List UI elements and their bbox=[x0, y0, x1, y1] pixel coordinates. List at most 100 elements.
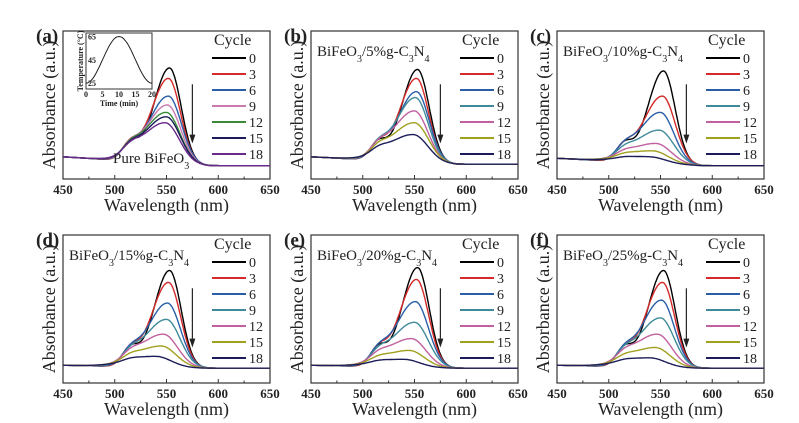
x-tick-label: 600 bbox=[703, 386, 723, 401]
legend-label: 9 bbox=[497, 304, 504, 319]
x-tick-label: 450 bbox=[547, 386, 567, 401]
title-subscript: 3 bbox=[662, 258, 667, 269]
panel-title: BiFeO3/25%g-C3N4 bbox=[563, 248, 683, 269]
y-axis-label: Absorbance (a.u.) bbox=[287, 245, 308, 373]
panel-label: (e) bbox=[284, 230, 305, 251]
x-axis-label: Wavelength (nm) bbox=[352, 195, 477, 216]
x-axis-label: Wavelength (nm) bbox=[104, 399, 229, 420]
arrow-head-icon bbox=[189, 134, 196, 144]
legend-label: 15 bbox=[743, 132, 757, 147]
panel-label: (b) bbox=[284, 26, 307, 47]
legend-label: 6 bbox=[743, 288, 750, 303]
x-tick-label: 450 bbox=[301, 182, 321, 197]
legend-label: 6 bbox=[249, 84, 256, 99]
series-line-cycle-18 bbox=[311, 358, 518, 369]
x-tick-label: 500 bbox=[353, 386, 373, 401]
x-tick-label: 650 bbox=[754, 182, 774, 197]
title-subscript: 3 bbox=[357, 258, 362, 269]
x-tick-label: 500 bbox=[599, 182, 619, 197]
inset-y-tick-label: 45 bbox=[88, 56, 96, 65]
title-subscript: 3 bbox=[357, 54, 362, 65]
x-axis-label: Wavelength (nm) bbox=[104, 195, 229, 216]
title-subscript: 4 bbox=[678, 258, 683, 269]
panel-label: (f) bbox=[530, 230, 549, 251]
title-text: /20%g-C bbox=[362, 248, 416, 264]
x-tick-label: 450 bbox=[301, 386, 321, 401]
y-axis-label: Absorbance (a.u.) bbox=[533, 245, 554, 373]
title-subscript: 3 bbox=[416, 258, 421, 269]
legend-title: Cycle bbox=[214, 32, 251, 49]
title-text: /5%g-C bbox=[362, 44, 409, 60]
inset-y-tick-label: 25 bbox=[88, 79, 96, 88]
x-tick-label: 600 bbox=[457, 182, 477, 197]
legend-label: 6 bbox=[497, 84, 504, 99]
legend-label: 0 bbox=[497, 52, 504, 67]
x-tick-label: 550 bbox=[651, 182, 671, 197]
x-tick-label: 650 bbox=[260, 386, 280, 401]
legend-label: 9 bbox=[249, 100, 256, 115]
legend-label: 9 bbox=[497, 100, 504, 115]
x-axis-label: Wavelength (nm) bbox=[598, 399, 723, 420]
x-tick-label: 500 bbox=[353, 182, 373, 197]
panel-label: (c) bbox=[530, 26, 551, 47]
inset-frame bbox=[85, 32, 153, 90]
arrow-head-icon bbox=[189, 338, 196, 348]
title-text: BiFeO bbox=[563, 44, 603, 60]
legend-label: 0 bbox=[743, 52, 750, 67]
legend-label: 15 bbox=[249, 132, 263, 147]
panel-c: 450 500 550 600 650 Wavelength (nm) Absorbance… bbox=[530, 26, 774, 216]
y-axis-label: Absorbance (a.u.) bbox=[287, 41, 308, 169]
title-text: /15%g-C bbox=[114, 248, 168, 264]
series-line-cycle-18 bbox=[557, 357, 764, 369]
legend-label: 15 bbox=[497, 336, 511, 351]
series-line-cycle-12 bbox=[556, 333, 764, 369]
x-tick-label: 550 bbox=[405, 182, 425, 197]
x-tick-label: 500 bbox=[105, 386, 125, 401]
panel-label: (d) bbox=[36, 230, 59, 251]
panel-d: 450 500 550 600 650 Wavelength (nm) Absorbance… bbox=[36, 230, 280, 420]
title-subscript: 4 bbox=[184, 258, 189, 269]
legend-title: Cycle bbox=[214, 236, 251, 253]
panel-f: 450 500 550 600 650 Wavelength (nm) Absorbance… bbox=[530, 230, 774, 420]
series-line-cycle-0 bbox=[310, 266, 518, 369]
y-axis-label: Absorbance (a.u.) bbox=[533, 41, 554, 169]
panel-title: Pure BiFeO3 bbox=[113, 151, 189, 172]
series-line-cycle-18 bbox=[557, 155, 764, 167]
legend-label: 12 bbox=[743, 320, 757, 335]
panel-title: BiFeO3/15%g-C3N4 bbox=[69, 248, 189, 269]
title-subscript: 3 bbox=[409, 54, 414, 65]
inset-x-tick-label: 5 bbox=[101, 90, 105, 99]
title-text: /25%g-C bbox=[608, 248, 662, 264]
x-tick-label: 450 bbox=[547, 182, 567, 197]
title-text: N bbox=[667, 44, 678, 60]
title-subscript: 4 bbox=[678, 54, 683, 65]
x-axis-label: Wavelength (nm) bbox=[598, 195, 723, 216]
legend-label: 3 bbox=[497, 272, 504, 287]
legend-label: 9 bbox=[249, 304, 256, 319]
legend-label: 12 bbox=[743, 116, 757, 131]
series-line-cycle-18 bbox=[62, 121, 270, 167]
legend-label: 3 bbox=[743, 272, 750, 287]
title-text: BiFeO bbox=[69, 248, 109, 264]
legend-label: 0 bbox=[249, 52, 256, 67]
title-text: N bbox=[173, 248, 184, 264]
title-subscript: 4 bbox=[425, 54, 430, 65]
series-line-cycle-12 bbox=[62, 333, 270, 369]
legend-label: 0 bbox=[249, 256, 256, 271]
title-subscript: 3 bbox=[603, 258, 608, 269]
title-subscript: 3 bbox=[168, 258, 173, 269]
legend-label: 0 bbox=[743, 256, 750, 271]
arrow-head-icon bbox=[683, 134, 690, 144]
legend-label: 12 bbox=[249, 116, 263, 131]
legend-label: 18 bbox=[743, 148, 757, 163]
legend-label: 12 bbox=[497, 320, 511, 335]
x-tick-label: 450 bbox=[53, 386, 73, 401]
arrow-head-icon bbox=[437, 338, 444, 348]
title-text: N bbox=[421, 248, 432, 264]
x-tick-label: 600 bbox=[209, 182, 229, 197]
title-subscript: 3 bbox=[603, 54, 608, 65]
series-line-cycle-0 bbox=[556, 269, 764, 369]
legend-title: Cycle bbox=[462, 32, 499, 49]
series-line-cycle-6 bbox=[557, 111, 764, 167]
